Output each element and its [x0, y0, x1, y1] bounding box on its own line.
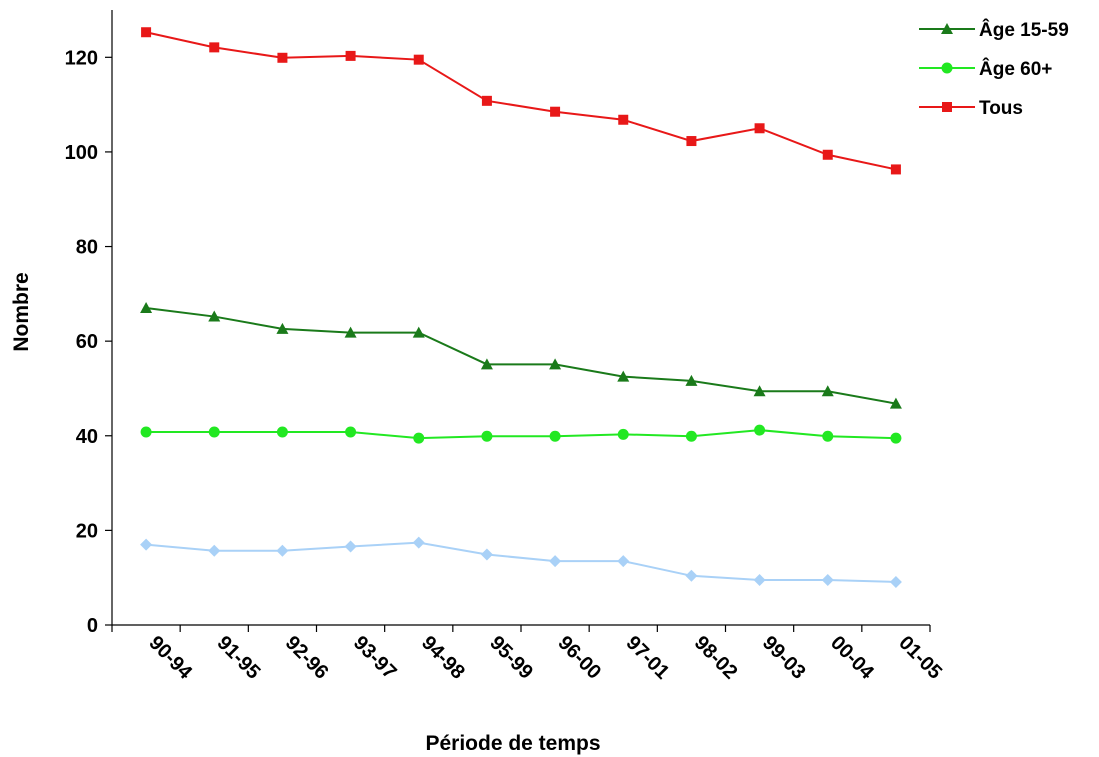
legend-marker [941, 62, 953, 74]
data-point [345, 50, 356, 61]
y-tick-label: 100 [65, 142, 98, 164]
data-point [276, 322, 289, 334]
x-tick-label: 99-03 [758, 632, 810, 684]
data-point [618, 114, 629, 125]
y-tick-label: 120 [65, 47, 98, 69]
series-layer [140, 27, 902, 588]
x-tick-label: 01-05 [894, 632, 946, 684]
x-tick-label: 90-94 [144, 632, 196, 684]
data-point [549, 358, 562, 370]
data-point [617, 370, 630, 382]
y-tick-label: 60 [76, 331, 98, 353]
series-2 [141, 27, 901, 175]
legend-label: Âge 15-59 [979, 19, 1069, 41]
legend-item: Âge 60+ [919, 58, 1052, 80]
legend-item: Âge 15-59 [919, 19, 1069, 41]
data-point [481, 95, 492, 106]
data-point [481, 430, 493, 442]
y-tick-label: 80 [76, 237, 98, 259]
legend-marker [942, 102, 952, 112]
x-tick-label: 98-02 [690, 632, 742, 684]
data-point [412, 326, 425, 338]
data-point [140, 538, 153, 551]
data-point [140, 426, 152, 438]
y-tick-label: 0 [87, 615, 98, 637]
legend-item: Tous [919, 98, 1023, 119]
data-point [754, 424, 766, 436]
data-point [685, 430, 697, 442]
y-axis-title: Nombre [10, 272, 33, 351]
data-point [753, 385, 766, 397]
data-point [685, 374, 698, 386]
data-point [549, 555, 562, 568]
data-point [890, 164, 901, 175]
y-tick-label: 20 [76, 520, 98, 542]
series-3 [140, 536, 902, 588]
data-point [822, 430, 834, 442]
x-tick-label: 94-98 [417, 632, 469, 684]
x-tick-label: 95-99 [485, 632, 537, 684]
series-line [145, 541, 896, 583]
x-tick-label: 93-97 [349, 632, 401, 684]
x-tick-label: 92-96 [281, 632, 333, 684]
data-point [345, 426, 357, 438]
data-point [413, 54, 424, 65]
data-point [413, 432, 425, 444]
data-point [140, 302, 153, 314]
series-0 [140, 302, 902, 409]
x-axis-title: Période de temps [425, 732, 600, 755]
legend-label: Tous [979, 98, 1023, 119]
data-point [550, 106, 561, 117]
data-point [821, 385, 834, 397]
data-point [822, 149, 833, 160]
x-tick-label: 91-95 [213, 632, 265, 684]
legend-marker [941, 23, 953, 34]
series-1 [140, 424, 902, 444]
data-point [890, 432, 902, 444]
data-point [276, 426, 288, 438]
data-point [617, 555, 630, 568]
data-point [208, 544, 221, 557]
data-point [209, 42, 220, 53]
data-point [617, 428, 629, 440]
data-point [889, 575, 902, 588]
series-line [145, 31, 897, 171]
series-line [145, 307, 897, 405]
y-tick-label: 40 [76, 426, 98, 448]
data-point [685, 569, 698, 582]
x-tick-label: 00-04 [826, 632, 878, 684]
data-point [208, 426, 220, 438]
axes: 0 20 40 60 80 100 120 90-94 91-95 92-96 93-97 94-98… [65, 10, 946, 684]
data-point [344, 326, 357, 338]
x-tick-label: 97-01 [622, 632, 674, 684]
series-line [146, 429, 896, 440]
data-point [208, 310, 221, 322]
data-point [821, 574, 834, 587]
data-point [480, 548, 493, 561]
data-point [277, 52, 288, 63]
legend-label: Âge 60+ [979, 58, 1052, 80]
data-point [753, 574, 766, 587]
data-point [686, 136, 697, 147]
legend: Âge 15-59 Âge 60+ Tous [919, 19, 1069, 119]
data-point [276, 544, 289, 557]
data-point [549, 430, 561, 442]
data-point [754, 123, 765, 134]
x-tick-label: 96-00 [553, 632, 605, 684]
data-point [141, 27, 152, 38]
data-point [412, 536, 425, 549]
data-point [480, 358, 493, 370]
data-point [889, 397, 902, 409]
data-point [344, 540, 357, 553]
